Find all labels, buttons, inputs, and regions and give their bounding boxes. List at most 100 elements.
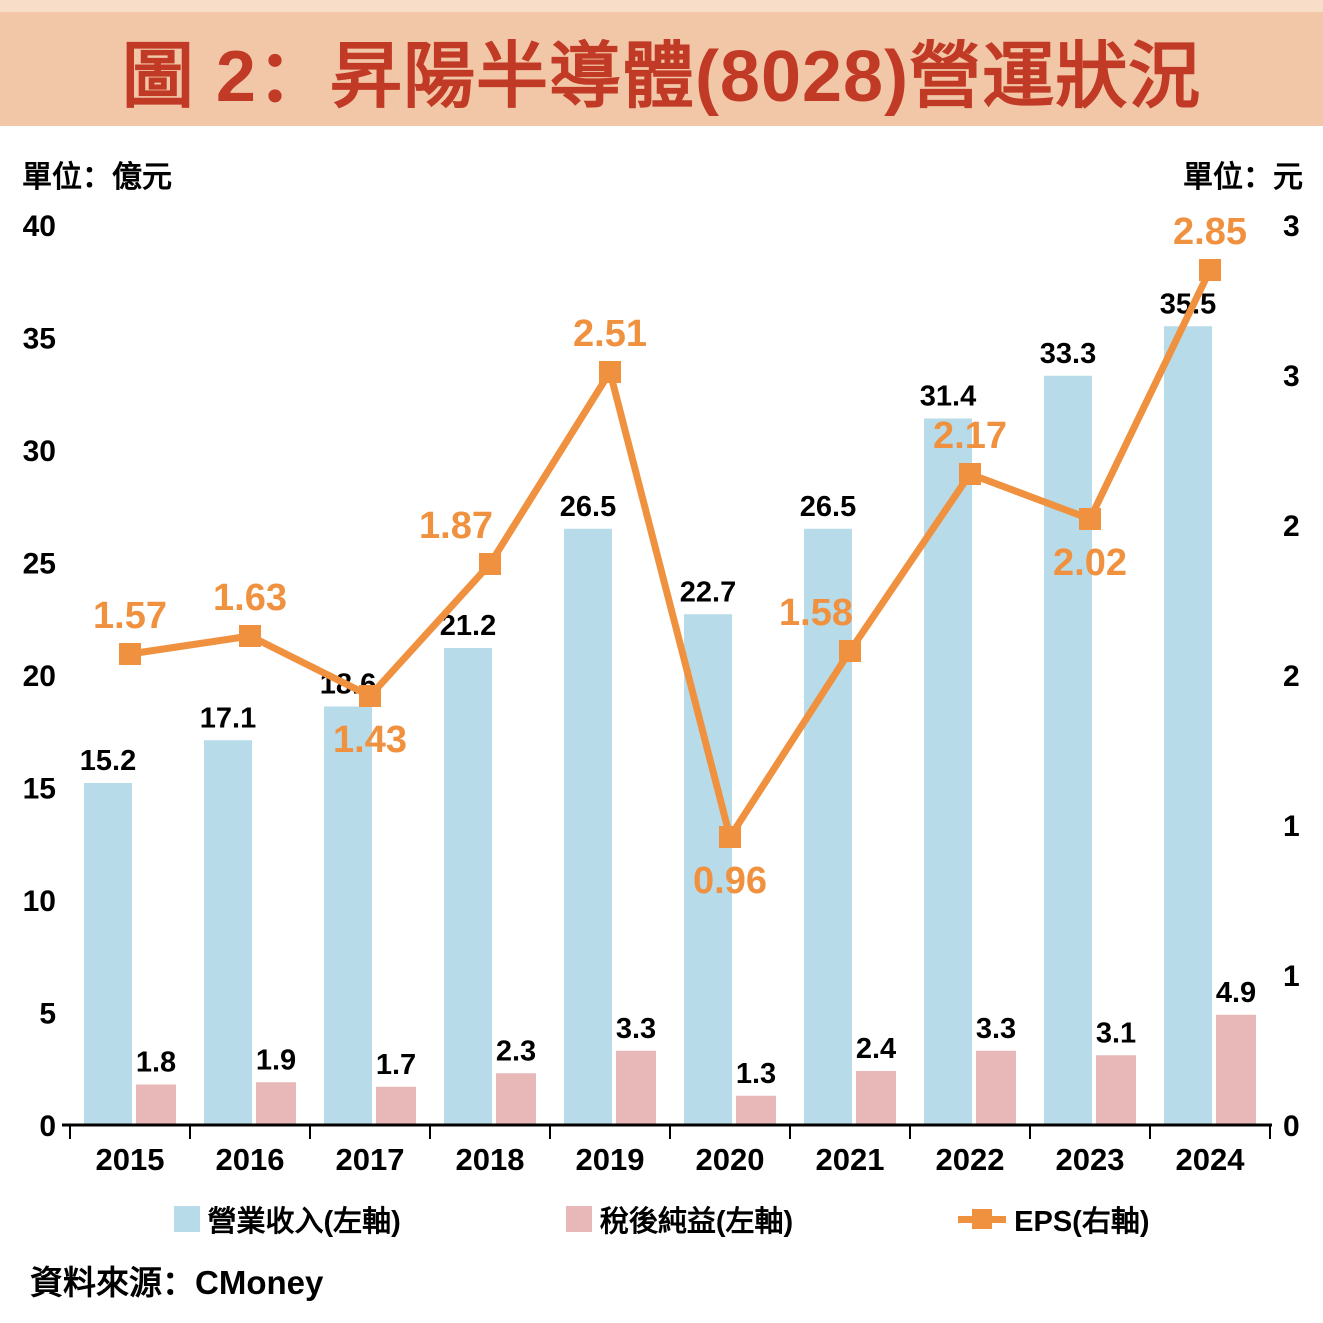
eps-label-2021: 1.58 (779, 592, 853, 634)
revenue-swatch-icon (173, 1206, 200, 1232)
right-axis-tick: 3 (1283, 210, 1300, 243)
left-axis-tick: 0 (39, 1110, 56, 1143)
legend-item-net-income: 稅後純益(左軸) (565, 1198, 794, 1240)
bar-label-net-income-2015: 1.8 (136, 1047, 176, 1079)
bar-net-income-2024 (1216, 1014, 1256, 1125)
bar-revenue-2017 (324, 706, 372, 1125)
left-axis-tick: 20 (23, 660, 56, 693)
bar-label-net-income-2019: 3.3 (616, 1013, 656, 1045)
x-axis-label-2022: 2022 (936, 1142, 1005, 1177)
bar-net-income-2021 (856, 1071, 896, 1125)
eps-marker-2021 (839, 640, 861, 662)
bar-revenue-2024 (1164, 326, 1212, 1125)
x-axis-label-2015: 2015 (96, 1142, 165, 1177)
top-strip (0, 0, 1323, 12)
legend-item-eps: EPS(右軸) (958, 1198, 1150, 1240)
bar-label-net-income-2017: 1.7 (376, 1049, 416, 1081)
bar-revenue-2021 (804, 528, 852, 1125)
eps-marker-2018 (479, 553, 501, 575)
bar-label-net-income-2023: 3.1 (1096, 1017, 1136, 1049)
bar-net-income-2016 (256, 1082, 296, 1125)
legend-item-revenue: 營業收入(左軸) (173, 1198, 401, 1240)
bar-label-revenue-2020: 22.7 (680, 576, 736, 608)
bar-label-revenue-2023: 33.3 (1040, 338, 1096, 370)
right-axis-tick: 2 (1283, 510, 1300, 543)
bar-net-income-2017 (376, 1086, 416, 1125)
bar-net-income-2019 (616, 1050, 656, 1125)
eps-label-2016: 1.63 (213, 577, 287, 619)
eps-label-2015: 1.57 (93, 595, 167, 637)
eps-marker-2023 (1079, 508, 1101, 530)
eps-marker-2019 (599, 361, 621, 383)
left-axis-tick: 25 (23, 548, 56, 581)
x-axis-label-2019: 2019 (576, 1142, 645, 1177)
x-axis-label-2021: 2021 (816, 1142, 885, 1177)
eps-marker-2020 (719, 826, 741, 848)
bar-net-income-2023 (1096, 1055, 1136, 1125)
x-axis-label-2023: 2023 (1056, 1142, 1125, 1177)
x-axis-label-2018: 2018 (456, 1142, 525, 1177)
source-note: 資料來源：CMoney (30, 1264, 324, 1301)
bar-label-revenue-2021: 26.5 (800, 491, 856, 523)
x-axis-label-2016: 2016 (216, 1142, 285, 1177)
title-banner: 圖 2：昇陽半導體(8028)營運狀況 (0, 12, 1323, 126)
left-axis-tick: 5 (39, 998, 56, 1031)
eps-marker-2024 (1199, 259, 1221, 281)
bar-net-income-2022 (976, 1050, 1016, 1125)
bar-label-net-income-2021: 2.4 (856, 1033, 896, 1065)
right-axis-unit-label: 單位：元 (1183, 161, 1303, 194)
bar-revenue-2018 (444, 648, 492, 1125)
eps-label-2023: 2.02 (1053, 542, 1127, 584)
left-axis-tick: 10 (23, 885, 56, 918)
bar-label-revenue-2018: 21.2 (440, 610, 496, 642)
bar-net-income-2015 (136, 1084, 176, 1125)
right-axis-tick: 1 (1283, 960, 1300, 993)
eps-marker-2015 (119, 643, 141, 665)
bar-net-income-2020 (736, 1095, 776, 1125)
eps-marker-2017 (359, 685, 381, 707)
bar-label-revenue-2019: 26.5 (560, 491, 616, 523)
bar-label-revenue-2022: 31.4 (920, 381, 976, 413)
eps-marker-2022 (959, 463, 981, 485)
bar-label-net-income-2016: 1.9 (256, 1044, 296, 1076)
net-income-swatch-icon (565, 1206, 592, 1232)
eps-line-swatch-icon (958, 1209, 1007, 1229)
bar-revenue-2019 (564, 528, 612, 1125)
legend-label-net-income: 稅後純益(左軸) (599, 1206, 794, 1238)
eps-label-2020: 0.96 (693, 860, 767, 902)
legend-label-revenue: 營業收入(左軸) (207, 1206, 401, 1238)
x-axis-label-2020: 2020 (696, 1142, 765, 1177)
legend-label-eps: EPS(右軸) (1014, 1206, 1150, 1238)
left-axis-tick: 30 (23, 435, 56, 468)
left-axis-tick: 40 (23, 210, 56, 243)
chart-legend: 營業收入(左軸) 稅後純益(左軸) EPS(右軸) (0, 1198, 1323, 1240)
bar-revenue-2022 (924, 418, 972, 1125)
chart-title: 圖 2：昇陽半導體(8028)營運狀況 (121, 36, 1202, 117)
eps-label-2017: 1.43 (333, 719, 407, 761)
bar-net-income-2018 (496, 1073, 536, 1125)
right-axis-tick: 1 (1283, 810, 1300, 843)
bar-label-revenue-2016: 17.1 (200, 702, 256, 734)
bar-revenue-2016 (204, 740, 252, 1125)
bar-label-net-income-2018: 2.3 (496, 1035, 536, 1067)
right-axis-tick: 0 (1283, 1110, 1300, 1143)
bar-label-net-income-2024: 4.9 (1216, 977, 1256, 1009)
eps-label-2024: 2.85 (1173, 211, 1247, 253)
bar-revenue-2023 (1044, 375, 1092, 1125)
right-axis-tick: 2 (1283, 660, 1300, 693)
left-axis-tick: 15 (23, 773, 56, 806)
eps-line (129, 268, 1214, 841)
bar-label-net-income-2020: 1.3 (736, 1058, 776, 1090)
eps-label-2022: 2.17 (933, 415, 1007, 457)
left-axis-unit-label: 單位：億元 (22, 161, 172, 194)
eps-label-2018: 1.87 (419, 505, 493, 547)
eps-marker-2016 (239, 625, 261, 647)
right-axis-tick: 3 (1283, 360, 1300, 393)
bar-label-net-income-2022: 3.3 (976, 1013, 1016, 1045)
x-axis-label-2017: 2017 (336, 1142, 405, 1177)
bar-label-revenue-2015: 15.2 (80, 745, 136, 777)
eps-label-2019: 2.51 (573, 313, 647, 355)
left-axis-tick: 35 (23, 323, 56, 356)
